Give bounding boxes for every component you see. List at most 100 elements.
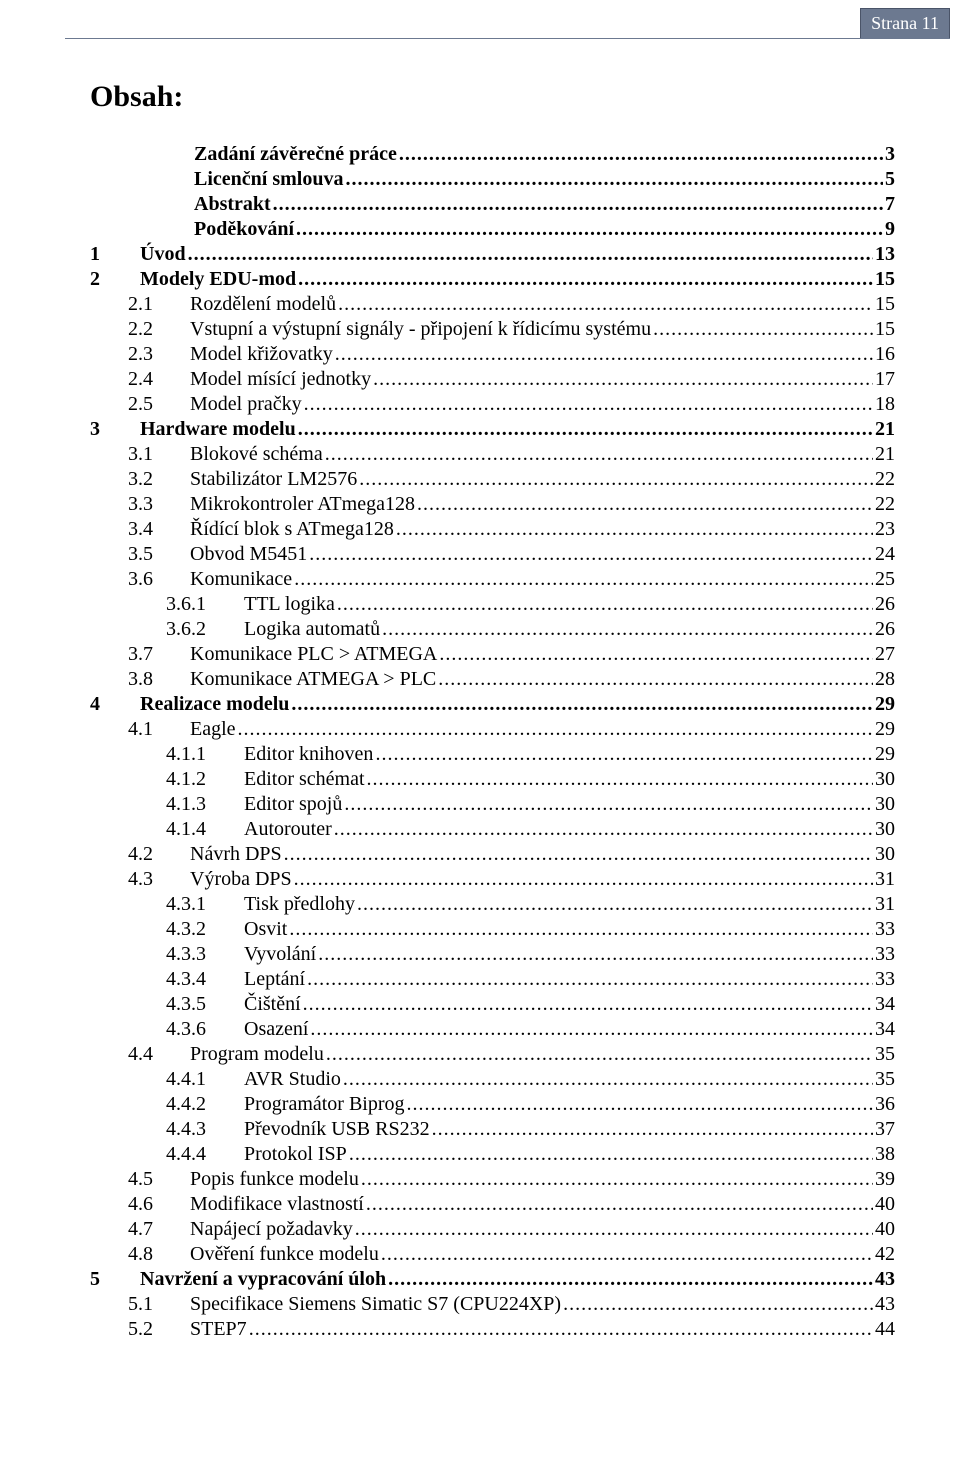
toc-leader-dots [284, 842, 873, 867]
toc-row: 3.1Blokové schéma21 [90, 442, 895, 467]
toc-label: Vstupní a výstupní signály - připojení k… [190, 317, 651, 342]
toc-row: 4.3.1Tisk předlohy31 [90, 892, 895, 917]
toc-row: 4.4.4Protokol ISP38 [90, 1142, 895, 1167]
toc-page: 18 [875, 392, 895, 417]
toc-page: 31 [875, 867, 895, 892]
content: Obsah: Zadání závěrečné práce 3 Licenční s… [90, 80, 895, 1342]
toc-page: 26 [875, 592, 895, 617]
toc-label: TTL logika [244, 592, 335, 617]
toc-leader-dots [291, 692, 873, 717]
toc-label: Stabilizátor LM2576 [190, 467, 357, 492]
toc-number: 5.1 [128, 1292, 190, 1317]
toc-page: 34 [875, 992, 895, 1017]
toc-row: 2.2Vstupní a výstupní signály - připojen… [90, 317, 895, 342]
toc-number: 3.2 [128, 467, 190, 492]
toc-label: Ověření funkce modelu [190, 1242, 379, 1267]
toc-list: Zadání závěrečné práce 3 Licenční smlouva 5… [90, 142, 895, 1342]
toc-leader-dots [298, 267, 873, 292]
toc-label: Zadání závěrečné práce [194, 142, 397, 167]
toc-row: 2.3Model křižovatky16 [90, 342, 895, 367]
toc-leader-dots [334, 817, 873, 842]
toc-label: Licenční smlouva [194, 167, 343, 192]
toc-leader-dots [381, 1242, 873, 1267]
toc-page: 21 [875, 442, 895, 467]
toc-row: 4.4.3Převodník USB RS23237 [90, 1117, 895, 1142]
toc-label: Čištění [244, 992, 301, 1017]
toc-page: 42 [875, 1242, 895, 1267]
toc-page: 21 [875, 417, 895, 442]
toc-row: 3Hardware modelu21 [90, 417, 895, 442]
toc-page: 17 [875, 367, 895, 392]
toc-leader-dots [294, 867, 873, 892]
toc-row: 4.6Modifikace vlastností40 [90, 1192, 895, 1217]
toc-number: 4.2 [128, 842, 190, 867]
toc-row: 4.3.3Vyvolání33 [90, 942, 895, 967]
toc-page: 3 [885, 142, 895, 167]
toc-page: 15 [875, 292, 895, 317]
toc-number: 1 [90, 242, 140, 267]
toc-number: 4.7 [128, 1217, 190, 1242]
toc-label: Komunikace PLC > ATMEGA [190, 642, 437, 667]
toc-leader-dots [310, 1017, 873, 1042]
toc-label: Autorouter [244, 817, 332, 842]
toc-row: 4.4Program modelu35 [90, 1042, 895, 1067]
toc-leader-dots [366, 1192, 873, 1217]
toc-label: Model mísící jednotky [190, 367, 371, 392]
toc-leader-dots [382, 617, 873, 642]
toc-page: 35 [875, 1042, 895, 1067]
toc-leader-dots [249, 1317, 873, 1342]
toc-leader-dots [373, 367, 873, 392]
toc-leader-dots [325, 442, 873, 467]
toc-leader-dots [357, 892, 873, 917]
toc-row: 2.5Model pračky18 [90, 392, 895, 417]
toc-leader-dots [396, 517, 873, 542]
toc-label: Blokové schéma [190, 442, 323, 467]
toc-title: Obsah: [90, 80, 895, 114]
toc-number: 3.7 [128, 642, 190, 667]
toc-page: 30 [875, 817, 895, 842]
toc-row: 4.3Výroba DPS31 [90, 867, 895, 892]
toc-page: 33 [875, 942, 895, 967]
toc-page: 39 [875, 1167, 895, 1192]
toc-label: Osazení [244, 1017, 308, 1042]
toc-label: Modely EDU-mod [140, 267, 296, 292]
toc-label: Návrh DPS [190, 842, 282, 867]
toc-leader-dots [344, 792, 873, 817]
toc-number: 4.8 [128, 1242, 190, 1267]
toc-number: 4.1.4 [166, 817, 244, 842]
toc-page: 13 [875, 242, 895, 267]
toc-page: 25 [875, 567, 895, 592]
toc-page: 23 [875, 517, 895, 542]
toc-leader-dots [438, 667, 873, 692]
toc-leader-dots [273, 192, 883, 217]
toc-number: 4.4.3 [166, 1117, 244, 1142]
toc-leader-dots [307, 967, 873, 992]
toc-leader-dots [388, 1267, 873, 1292]
toc-number: 4.1 [128, 717, 190, 742]
toc-label: Model křižovatky [190, 342, 333, 367]
toc-number: 2.2 [128, 317, 190, 342]
toc-row: 4.1.1Editor knihoven29 [90, 742, 895, 767]
toc-label: Editor knihoven [244, 742, 373, 767]
toc-row: 1Úvod13 [90, 242, 895, 267]
toc-row: 3.3Mikrokontroler ATmega12822 [90, 492, 895, 517]
toc-number: 4.4.1 [166, 1067, 244, 1092]
toc-page: 15 [875, 317, 895, 342]
toc-row: 5.1Specifikace Siemens Simatic S7 (CPU22… [90, 1292, 895, 1317]
toc-number: 2.5 [128, 392, 190, 417]
toc-page: 40 [875, 1217, 895, 1242]
toc-leader-dots [407, 1092, 873, 1117]
toc-row: 4.1Eagle29 [90, 717, 895, 742]
toc-number: 4 [90, 692, 140, 717]
toc-row: 4.4.2Programátor Biprog36 [90, 1092, 895, 1117]
toc-page: 27 [875, 642, 895, 667]
toc-number: 4.3.2 [166, 917, 244, 942]
toc-page: 33 [875, 917, 895, 942]
toc-number: 4.3.5 [166, 992, 244, 1017]
toc-row: 4.1.2Editor schémat30 [90, 767, 895, 792]
toc-label: Leptání [244, 967, 305, 992]
toc-row: 2.1Rozdělení modelů15 [90, 292, 895, 317]
toc-page: 16 [875, 342, 895, 367]
toc-row: 4.5Popis funkce modelu39 [90, 1167, 895, 1192]
toc-row: 4.1.4Autorouter 30 [90, 817, 895, 842]
